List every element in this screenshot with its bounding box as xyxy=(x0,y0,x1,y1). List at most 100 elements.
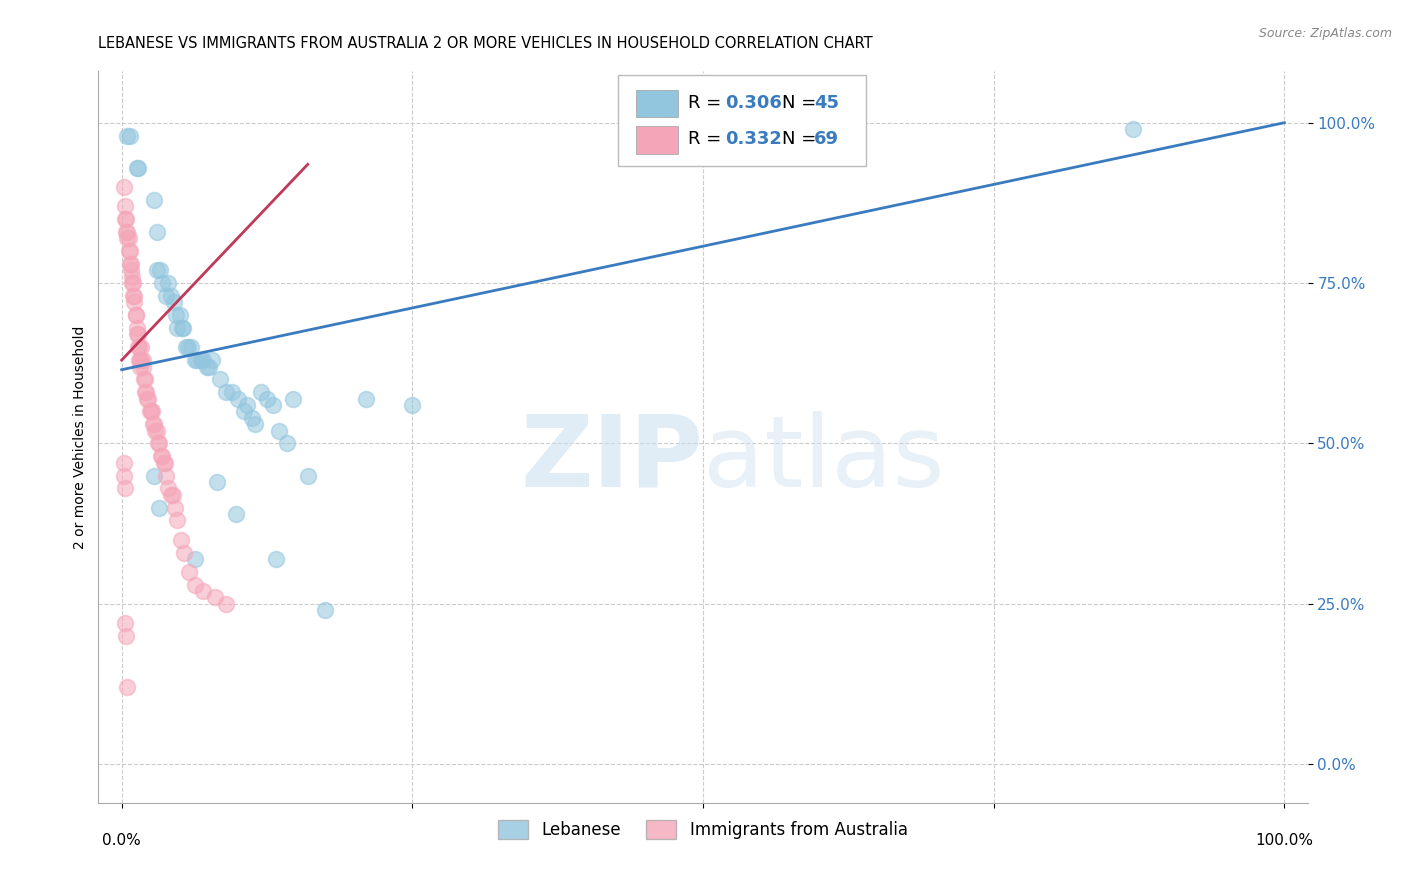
Point xyxy=(165,308,187,322)
Text: 45: 45 xyxy=(814,94,839,112)
Text: N =: N = xyxy=(782,130,821,148)
Point xyxy=(122,289,145,303)
Point xyxy=(118,128,141,143)
Point xyxy=(198,359,221,374)
Text: atlas: atlas xyxy=(703,410,945,508)
Point xyxy=(139,404,162,418)
Point xyxy=(117,225,139,239)
Point xyxy=(117,128,139,143)
Point xyxy=(173,545,195,559)
Point xyxy=(150,450,173,464)
Point xyxy=(114,482,136,496)
Point xyxy=(121,269,143,284)
Text: 0.0%: 0.0% xyxy=(103,833,141,848)
Point xyxy=(267,424,290,438)
Point xyxy=(129,359,152,374)
Point xyxy=(195,359,218,374)
Point xyxy=(125,161,148,175)
Point xyxy=(225,507,247,521)
Text: ZIP: ZIP xyxy=(520,410,703,508)
Point xyxy=(155,289,177,303)
Point xyxy=(191,353,214,368)
Point xyxy=(184,353,207,368)
Point xyxy=(157,482,180,496)
Point xyxy=(186,353,208,368)
Y-axis label: 2 or more Vehicles in Household: 2 or more Vehicles in Household xyxy=(73,326,87,549)
Point xyxy=(143,193,166,207)
Point xyxy=(215,597,238,611)
Point xyxy=(143,468,166,483)
Text: R =: R = xyxy=(689,94,727,112)
Point xyxy=(132,372,155,386)
Point xyxy=(262,398,284,412)
Point xyxy=(157,276,180,290)
Point xyxy=(179,565,201,579)
Legend: Lebanese, Immigrants from Australia: Lebanese, Immigrants from Australia xyxy=(492,814,914,846)
Point xyxy=(191,584,214,599)
Point xyxy=(172,321,194,335)
Point xyxy=(142,417,165,432)
Point xyxy=(162,488,184,502)
Point xyxy=(169,308,191,322)
Point xyxy=(236,398,259,412)
Point xyxy=(215,385,238,400)
Point xyxy=(124,295,146,310)
Point xyxy=(159,488,181,502)
Point xyxy=(127,161,149,175)
Point xyxy=(184,577,207,591)
Point xyxy=(276,436,298,450)
Point xyxy=(209,372,232,386)
Point xyxy=(128,353,150,368)
Point xyxy=(148,500,170,515)
Point xyxy=(131,353,153,368)
Point xyxy=(117,681,139,695)
Point xyxy=(170,533,193,547)
Point xyxy=(155,468,177,483)
Point xyxy=(125,327,148,342)
Point xyxy=(129,353,152,368)
Point xyxy=(245,417,267,432)
Point xyxy=(221,385,243,400)
Point xyxy=(127,340,149,354)
FancyBboxPatch shape xyxy=(619,75,866,167)
Point xyxy=(112,179,135,194)
Point xyxy=(153,456,176,470)
Point xyxy=(240,410,263,425)
Point xyxy=(112,456,135,470)
Text: Source: ZipAtlas.com: Source: ZipAtlas.com xyxy=(1258,27,1392,40)
Point xyxy=(136,392,159,406)
Point xyxy=(134,385,156,400)
Point xyxy=(256,392,278,406)
Point xyxy=(124,308,146,322)
Point xyxy=(117,231,139,245)
Point xyxy=(180,340,202,354)
Point xyxy=(125,321,148,335)
Point xyxy=(250,385,273,400)
Point xyxy=(115,225,138,239)
Point xyxy=(122,276,145,290)
Point xyxy=(114,211,136,226)
Point xyxy=(204,591,226,605)
Point xyxy=(114,616,136,631)
Point xyxy=(143,417,166,432)
Point xyxy=(131,340,153,354)
Point xyxy=(114,199,136,213)
Text: 0.332: 0.332 xyxy=(724,130,782,148)
Point xyxy=(172,321,194,335)
Point xyxy=(226,392,249,406)
Point xyxy=(141,404,163,418)
Point xyxy=(145,263,167,277)
Point xyxy=(205,475,228,489)
Point xyxy=(124,308,146,322)
Point xyxy=(118,231,141,245)
Point xyxy=(163,295,186,310)
Point xyxy=(146,436,169,450)
Point xyxy=(159,289,181,303)
Point xyxy=(149,263,172,277)
Point xyxy=(831,128,853,143)
Point xyxy=(135,385,157,400)
Point xyxy=(1122,122,1144,136)
Point xyxy=(120,263,142,277)
Point xyxy=(201,353,224,368)
FancyBboxPatch shape xyxy=(637,89,678,118)
